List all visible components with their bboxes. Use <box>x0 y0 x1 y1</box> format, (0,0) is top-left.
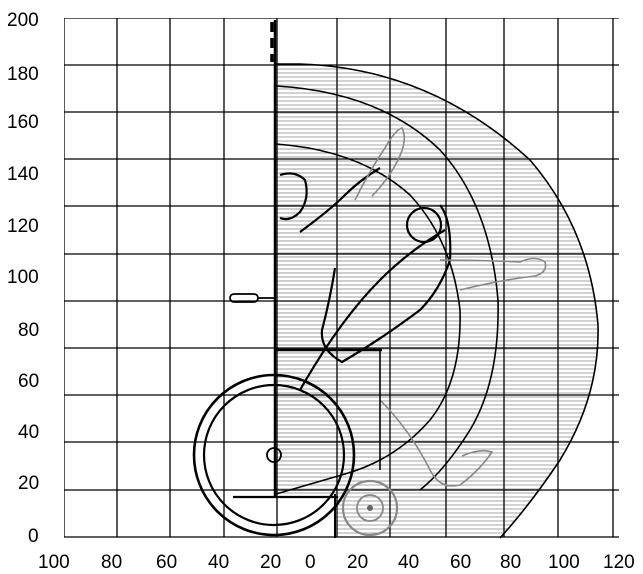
x-tick-label: 20 <box>347 552 368 573</box>
y-tick-label: 200 <box>7 10 39 31</box>
wheelchair <box>192 20 399 538</box>
x-tick-label: 80 <box>101 552 122 573</box>
x-tick-label: 100 <box>548 552 580 573</box>
caster-hub <box>367 505 373 511</box>
inner-reach-arc <box>275 143 461 495</box>
y-tick-label: 140 <box>7 164 39 185</box>
x-tick-label: 60 <box>450 552 471 573</box>
y-tick-label: 20 <box>18 473 39 494</box>
x-tick-label: 60 <box>156 552 177 573</box>
x-tick-label: 40 <box>208 552 229 573</box>
y-tick-label: 0 <box>28 526 39 547</box>
outer-reach-arc <box>276 63 599 539</box>
caster-wheel-outer <box>341 479 399 537</box>
user-head-right <box>405 206 443 244</box>
x-tick-label: 120 <box>603 552 635 573</box>
y-axis-labels: 200 180 160 140 120 100 80 60 40 20 0 <box>7 10 39 547</box>
y-tick-label: 60 <box>18 371 39 392</box>
leg-outline <box>379 399 494 487</box>
y-tick-label: 120 <box>7 216 39 237</box>
y-tick-label: 80 <box>18 320 39 341</box>
wheel-hub <box>266 447 282 463</box>
y-tick-label: 160 <box>7 112 39 133</box>
middle-reach-arc <box>275 85 499 491</box>
rear-wheel-inner <box>202 383 346 527</box>
x-tick-label: 40 <box>398 552 419 573</box>
x-tick-label: 100 <box>38 552 70 573</box>
y-tick-label: 40 <box>18 422 39 443</box>
user-arm-forward <box>299 229 446 391</box>
grid <box>64 18 619 538</box>
inner-reach-area <box>276 144 461 494</box>
x-tick-label: 20 <box>260 552 281 573</box>
arm-up-outline <box>354 127 406 201</box>
limb-outlines <box>354 127 547 487</box>
reach-arcs <box>275 63 599 539</box>
y-tick-label: 180 <box>7 64 39 85</box>
x-tick-label: 80 <box>500 552 521 573</box>
caster-wheel-inner <box>356 494 384 522</box>
x-axis-labels: 100 80 60 40 20 0 20 40 60 80 100 120 <box>38 552 635 573</box>
user-head-left <box>279 172 308 221</box>
arm-side-outline <box>439 257 547 291</box>
rear-wheel-outer <box>192 373 356 537</box>
y-tick-label: 100 <box>7 267 39 288</box>
x-tick-label: 0 <box>305 552 316 573</box>
user-torso-front <box>320 204 452 364</box>
